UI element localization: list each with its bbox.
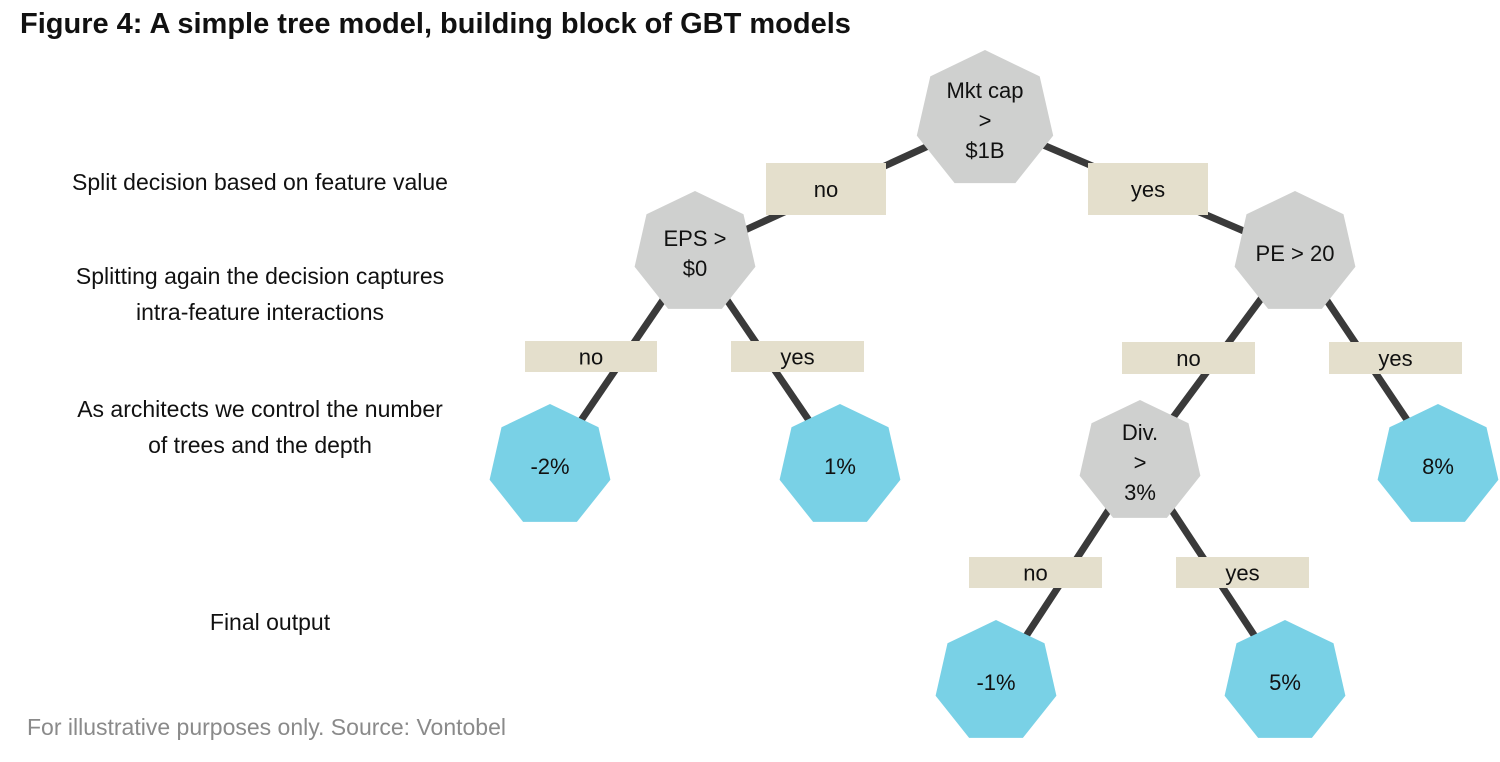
annotation-architects: As architects we control the number of t… bbox=[20, 391, 500, 463]
node-label-line: 5% bbox=[1269, 670, 1301, 695]
node-label-line: Mkt cap bbox=[946, 78, 1023, 103]
leaf-node-leaf-eps-no: -2% bbox=[489, 404, 611, 522]
edge-label-eps-to-leaf-eps-no: no bbox=[525, 341, 657, 372]
leaf-node-leaf-pe-yes: 8% bbox=[1377, 404, 1499, 522]
decision-heptagon bbox=[1234, 191, 1356, 309]
annotation-line: Splitting again the decision captures bbox=[75, 263, 445, 289]
leaf-heptagon bbox=[779, 404, 901, 522]
edge-labels-layer: no yes no yes no yes no yes bbox=[525, 163, 1462, 588]
nodes-layer: Mkt cap > $1B EPS > $0 PE > 20 Div. >3% -2% 1% 8% -… bbox=[489, 50, 1499, 738]
edge-label-box bbox=[1122, 342, 1255, 374]
node-label-line: PE > 20 bbox=[1256, 241, 1335, 266]
node-label-line: $0 bbox=[683, 256, 707, 281]
edge-label-box bbox=[525, 341, 657, 372]
leaf-heptagon bbox=[1224, 620, 1346, 738]
annotation-line: intra-feature interactions bbox=[135, 299, 384, 325]
leaf-heptagon bbox=[1377, 404, 1499, 522]
leaf-node-leaf-eps-yes: 1% bbox=[779, 404, 901, 522]
decision-heptagon bbox=[916, 50, 1054, 184]
node-label-line: 1% bbox=[824, 454, 856, 479]
annotation-splitting-again: Splitting again the decision captures in… bbox=[20, 258, 500, 330]
edge-label-text: no bbox=[579, 345, 603, 370]
edge-label-mktcap-to-eps: no bbox=[766, 163, 886, 215]
node-label-line: EPS > bbox=[664, 226, 727, 251]
leaf-heptagon bbox=[935, 620, 1057, 738]
annotation-split-decision: Split decision based on feature value bbox=[20, 164, 500, 200]
edge-label-text: no bbox=[814, 177, 838, 202]
edge-label-div-to-leaf-div-no: no bbox=[969, 557, 1102, 588]
decision-heptagon bbox=[634, 191, 756, 309]
edge-label-box bbox=[1329, 342, 1462, 374]
node-label-line: 3% bbox=[1124, 480, 1156, 505]
edge-label-eps-to-leaf-eps-yes: yes bbox=[731, 341, 864, 372]
decision-node-div: Div. >3% bbox=[1079, 400, 1201, 518]
node-label-line: Div. bbox=[1122, 420, 1158, 445]
node-label-line: $1B bbox=[965, 138, 1004, 163]
annotation-line: Split decision based on feature value bbox=[72, 169, 448, 195]
annotation-line: of trees and the depth bbox=[148, 432, 372, 458]
node-label-line: > bbox=[1134, 450, 1147, 475]
annotation-final-output: Final output bbox=[20, 604, 520, 640]
annotation-line: As architects we control the number bbox=[77, 396, 443, 422]
edge-label-text: yes bbox=[780, 345, 814, 370]
edge-label-pe-to-div: no bbox=[1122, 342, 1255, 374]
node-label-line: -1% bbox=[976, 670, 1015, 695]
annotation-line: Final output bbox=[209, 609, 331, 635]
leaf-node-leaf-div-yes: 5% bbox=[1224, 620, 1346, 738]
leaf-heptagon bbox=[489, 404, 611, 522]
node-label-line: 8% bbox=[1422, 454, 1454, 479]
node-label-line: > bbox=[979, 108, 992, 133]
edge-label-text: no bbox=[1176, 346, 1200, 371]
decision-node-mktcap: Mkt cap > $1B bbox=[916, 50, 1054, 184]
decision-heptagon bbox=[1079, 400, 1201, 518]
edge-label-text: yes bbox=[1378, 346, 1412, 371]
edge-label-box bbox=[766, 163, 886, 215]
edge-label-text: yes bbox=[1131, 177, 1165, 202]
edge-label-box bbox=[731, 341, 864, 372]
edge-label-box bbox=[1088, 163, 1208, 215]
decision-node-eps: EPS > $0 bbox=[634, 191, 756, 309]
edge-label-pe-to-leaf-pe-yes: yes bbox=[1329, 342, 1462, 374]
edge-label-box bbox=[969, 557, 1102, 588]
edge-label-mktcap-to-pe: yes bbox=[1088, 163, 1208, 215]
edge-label-box bbox=[1176, 557, 1309, 588]
figure-title: Figure 4: A simple tree model, building … bbox=[20, 8, 851, 40]
source-note: For illustrative purposes only. Source: … bbox=[27, 714, 506, 740]
edge-label-div-to-leaf-div-yes: yes bbox=[1176, 557, 1309, 588]
leaf-node-leaf-div-no: -1% bbox=[935, 620, 1057, 738]
node-label-line: -2% bbox=[530, 454, 569, 479]
decision-node-pe: PE > 20 bbox=[1234, 191, 1356, 309]
edge-label-text: yes bbox=[1225, 561, 1259, 586]
edge-label-text: no bbox=[1023, 561, 1047, 586]
